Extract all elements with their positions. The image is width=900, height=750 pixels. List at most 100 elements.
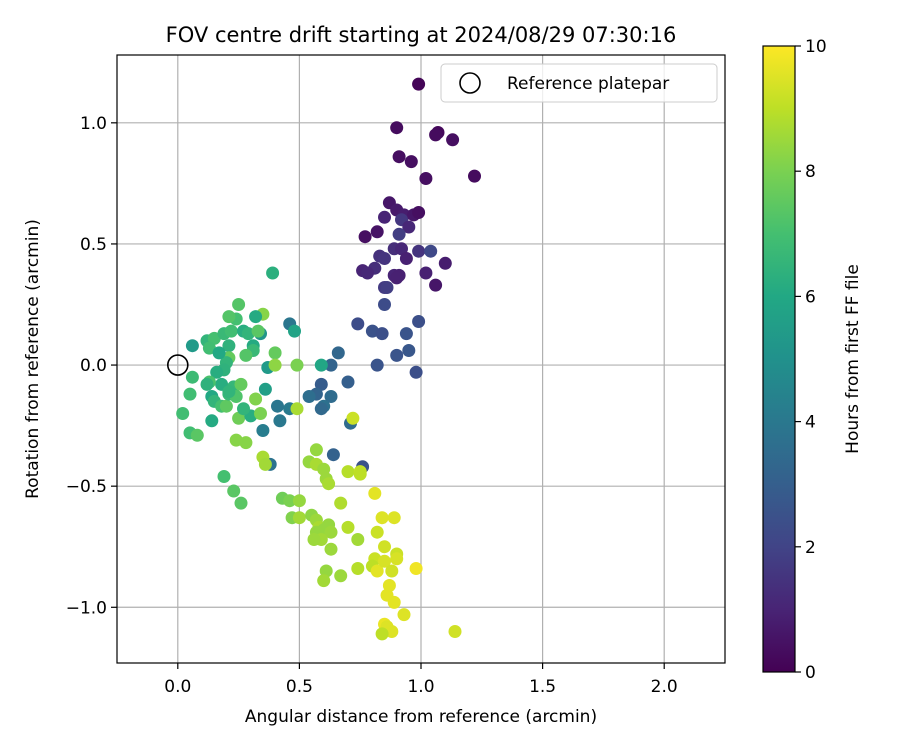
data-point <box>251 324 265 338</box>
data-point <box>334 496 348 510</box>
data-point <box>222 385 236 399</box>
data-point <box>292 494 306 508</box>
data-point <box>341 520 355 534</box>
data-point <box>200 377 214 391</box>
legend-marker-reference <box>459 72 481 94</box>
data-point <box>219 399 233 413</box>
data-point <box>324 390 338 403</box>
data-point <box>378 540 391 554</box>
data-point <box>448 625 462 638</box>
data-point <box>387 595 401 609</box>
data-point <box>249 392 263 406</box>
data-point <box>314 377 328 391</box>
data-point <box>258 382 272 396</box>
data-point <box>387 511 401 525</box>
y-axis-ticks: 1.0 0.5 0.0 −0.5 −1.0 <box>66 114 117 618</box>
data-point <box>438 256 452 270</box>
data-point <box>378 554 391 568</box>
data-point <box>185 370 199 384</box>
data-point <box>176 407 190 420</box>
y-axis-label: Rotation from reference (arcmin) <box>23 219 43 499</box>
data-point <box>302 390 316 403</box>
data-point <box>402 344 416 357</box>
x-tick-label: 1.0 <box>407 677 434 697</box>
data-point <box>341 375 355 389</box>
colorbar-tick-label: 0 <box>805 663 816 683</box>
data-point <box>288 324 301 338</box>
data-point <box>283 494 297 508</box>
data-point <box>190 428 204 442</box>
data-point <box>317 574 331 588</box>
data-point <box>224 324 238 338</box>
data-point <box>370 225 384 239</box>
data-point <box>385 625 399 638</box>
data-point <box>390 121 404 135</box>
data-point <box>212 346 226 360</box>
data-point <box>419 172 433 185</box>
data-point <box>234 377 248 391</box>
y-tick-label: −0.5 <box>66 477 107 497</box>
x-tick-label: 1.5 <box>529 677 556 697</box>
chart-title: FOV centre drift starting at 2024/08/29 … <box>166 23 677 47</box>
data-point <box>399 327 413 341</box>
data-point <box>370 358 384 372</box>
data-point <box>346 411 360 425</box>
data-point <box>353 467 367 481</box>
data-point <box>370 564 384 578</box>
reference-platepar-marker <box>167 354 189 376</box>
data-point <box>232 411 246 425</box>
colorbar-gradient <box>763 46 795 672</box>
data-point <box>390 552 404 566</box>
data-point <box>402 220 416 234</box>
data-point <box>217 470 231 483</box>
data-point <box>256 424 270 437</box>
data-point <box>205 414 219 428</box>
legend: Reference platepar <box>440 63 718 103</box>
data-point <box>429 278 443 292</box>
data-point <box>314 358 328 372</box>
colorbar-tick-label: 2 <box>805 538 816 558</box>
data-point <box>351 562 365 575</box>
data-point <box>249 310 263 324</box>
data-point <box>404 155 418 169</box>
data-point <box>390 271 404 285</box>
data-point <box>378 252 391 265</box>
data-point <box>424 244 438 258</box>
data-point <box>368 486 382 500</box>
data-point <box>324 358 338 372</box>
data-point <box>341 465 355 479</box>
data-point <box>222 310 236 324</box>
data-point <box>358 230 372 244</box>
data-point <box>229 433 243 447</box>
y-tick-label: 1.0 <box>80 114 107 134</box>
x-axis-ticks: 0.0 0.5 1.0 1.5 2.0 <box>164 663 678 697</box>
data-point <box>254 407 267 420</box>
data-point <box>412 206 426 219</box>
colorbar-label: Hours from first FF file <box>843 264 863 454</box>
data-point <box>290 358 304 372</box>
data-point <box>429 128 443 142</box>
data-point <box>222 339 236 353</box>
data-point <box>361 266 374 280</box>
data-point <box>419 266 433 280</box>
data-point <box>185 339 199 353</box>
data-point <box>210 365 224 379</box>
data-point <box>326 448 340 462</box>
data-point <box>412 315 426 328</box>
data-points <box>167 77 481 641</box>
colorbar-frame <box>762 45 796 673</box>
data-point <box>324 542 338 556</box>
data-point <box>273 414 287 428</box>
data-point <box>183 387 197 401</box>
colorbar-tick-label: 8 <box>805 162 816 182</box>
data-point <box>309 443 323 457</box>
colorbar-ticks: 0 2 4 6 8 10 <box>795 37 827 683</box>
data-point <box>390 348 404 362</box>
colorbar-tick-label: 6 <box>805 287 816 307</box>
data-point <box>258 457 272 471</box>
data-point <box>351 533 365 546</box>
data-point <box>378 298 391 311</box>
data-point <box>324 525 338 539</box>
data-point <box>331 346 345 360</box>
data-point <box>397 608 411 622</box>
